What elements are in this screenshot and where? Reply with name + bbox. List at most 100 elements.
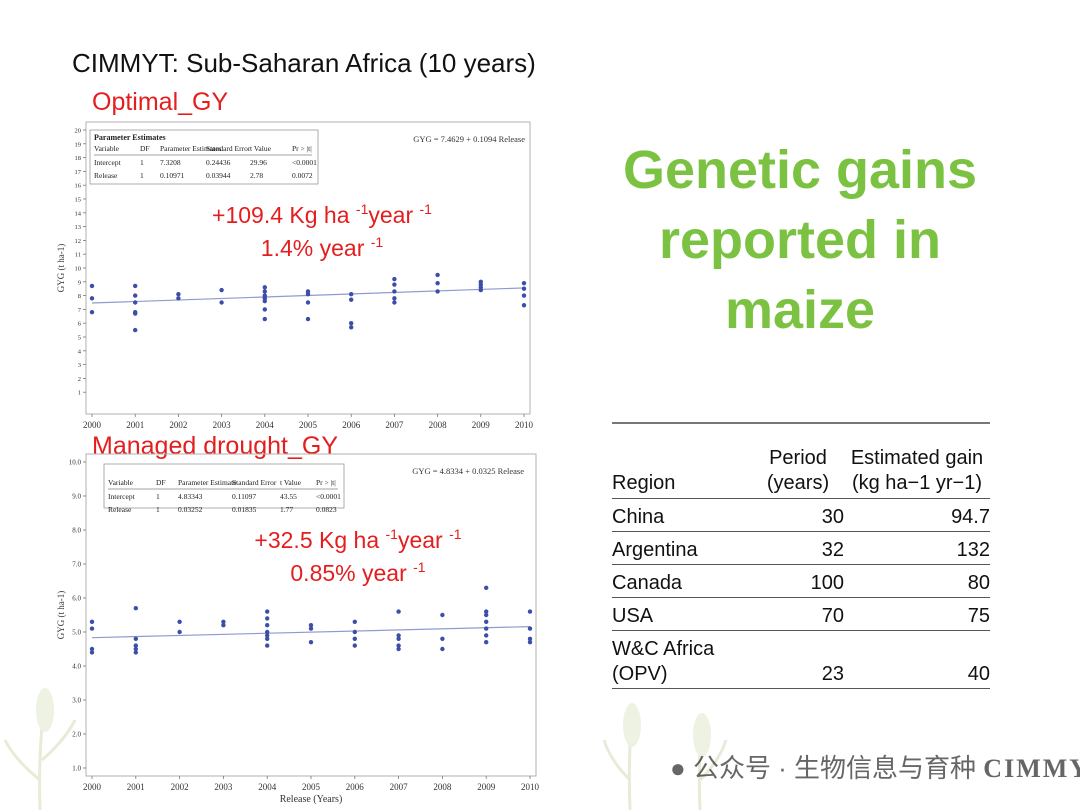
data-point — [521, 280, 527, 286]
data-point — [265, 623, 270, 628]
gain-cell: 94.7 — [951, 506, 990, 528]
data-point — [219, 287, 224, 293]
gain-superscript: -1 — [386, 526, 399, 542]
data-point — [89, 646, 95, 652]
gain-annotation-line-1: +32.5 Kg ha -1year -1 — [254, 526, 461, 553]
data-point — [349, 325, 354, 330]
table-row: China 30 94.7 — [612, 499, 990, 532]
y-tick-label: 12 — [75, 238, 82, 245]
data-point — [527, 636, 533, 641]
gain-superscript: -1 — [413, 559, 426, 575]
y-tick-label: 9 — [78, 279, 81, 286]
data-point — [396, 633, 401, 638]
gain-cell: 75 — [967, 605, 990, 627]
x-tick-label: 2008 — [433, 782, 452, 792]
data-point — [133, 646, 138, 652]
data-point — [484, 633, 489, 638]
maize-decoration-icon — [602, 703, 728, 810]
parameter-table-header: Pr > |t| — [316, 478, 336, 487]
data-point — [89, 626, 95, 631]
data-point — [133, 636, 138, 641]
gain-text: year — [398, 527, 449, 553]
data-point — [221, 619, 226, 624]
y-tick-label: 15 — [75, 197, 82, 204]
region-cell-line-1: W&C Africa — [612, 638, 715, 660]
parameter-table-header: DF — [140, 144, 150, 153]
y-tick-label: 3 — [78, 362, 81, 369]
data-point — [305, 292, 311, 297]
data-point — [308, 640, 314, 645]
parameter-table-cell: 2.78 — [250, 171, 263, 180]
parameter-table-cell: 1 — [156, 492, 160, 501]
parameter-table-title: Parameter Estimates — [94, 133, 166, 142]
headline-line-2: reported in — [658, 210, 942, 270]
table-top-rule — [612, 422, 990, 424]
period-cell: 100 — [810, 572, 844, 594]
y-tick-label: 10.0 — [69, 459, 82, 467]
parameter-table-cell: 29.96 — [250, 158, 267, 167]
data-point — [521, 293, 527, 298]
gain-cell: 80 — [967, 572, 990, 594]
gain-superscript: -1 — [356, 201, 369, 217]
gain-annotation-line-1: +109.4 Kg ha -1year -1 — [212, 201, 432, 228]
x-tick-label: 2002 — [169, 420, 187, 430]
data-point — [352, 619, 357, 624]
header-gain-line-2: (kg ha−1 yr−1) — [851, 472, 983, 494]
data-point — [527, 640, 533, 645]
trend-line — [91, 626, 531, 639]
x-tick-label: 2006 — [342, 420, 361, 430]
data-point — [349, 297, 354, 302]
parameter-table-cell: 1 — [140, 171, 144, 180]
parameter-table-header: DF — [156, 478, 166, 487]
data-point — [392, 276, 397, 282]
x-tick-label: 2009 — [472, 420, 491, 430]
gain-superscript: -1 — [449, 526, 462, 542]
parameter-table-cell: 0.0823 — [316, 505, 337, 514]
y-tick-label: 14 — [75, 210, 82, 217]
data-point — [352, 643, 357, 648]
x-tick-label: 2004 — [256, 420, 274, 430]
data-point — [176, 292, 181, 297]
parameter-table-header: Pr > |t| — [292, 144, 312, 153]
data-point — [352, 636, 357, 641]
gain-annotation-line-2: 1.4% year -1 — [261, 234, 384, 261]
data-point — [484, 612, 489, 618]
x-tick-label: 2010 — [521, 782, 540, 792]
data-point — [89, 309, 95, 315]
parameter-table-header: Variable — [108, 478, 134, 487]
header-period-line-2: (years) — [766, 472, 830, 494]
parameter-table-header: t Value — [250, 144, 272, 153]
data-point — [89, 296, 95, 301]
data-point — [177, 629, 182, 635]
data-point — [484, 619, 489, 624]
data-point — [440, 636, 445, 641]
gain-superscript: -1 — [371, 234, 384, 250]
gain-cell: 40 — [967, 663, 990, 685]
table-row: USA 70 75 — [612, 598, 990, 631]
parameter-table-cell: <0.0001 — [316, 492, 341, 501]
y-tick-label: 1 — [78, 390, 81, 397]
data-point — [265, 629, 270, 635]
x-tick-label: 2003 — [213, 420, 232, 430]
period-cell: 70 — [821, 605, 844, 627]
data-point — [308, 623, 314, 628]
y-tick-label: 17 — [75, 169, 82, 176]
y-tick-label: 1.0 — [72, 765, 81, 773]
region-cell: China — [612, 506, 665, 528]
data-point — [133, 327, 138, 333]
data-point — [262, 298, 267, 304]
data-point — [133, 300, 138, 305]
y-tick-label: 4 — [78, 348, 82, 355]
period-cell: 32 — [821, 539, 844, 561]
data-point — [435, 272, 440, 278]
x-tick-label: 2007 — [385, 420, 404, 430]
parameter-table-cell: 1.77 — [280, 505, 293, 514]
parameter-table-cell: 0.03944 — [206, 171, 231, 180]
data-point — [133, 283, 138, 289]
x-tick-label: 2006 — [346, 782, 365, 792]
data-point — [484, 626, 489, 631]
y-tick-label: 4.0 — [72, 663, 81, 671]
parameter-table-cell: 43.55 — [280, 492, 297, 501]
watermark-text: 公众号 · 生物信息与育种 — [692, 753, 977, 783]
